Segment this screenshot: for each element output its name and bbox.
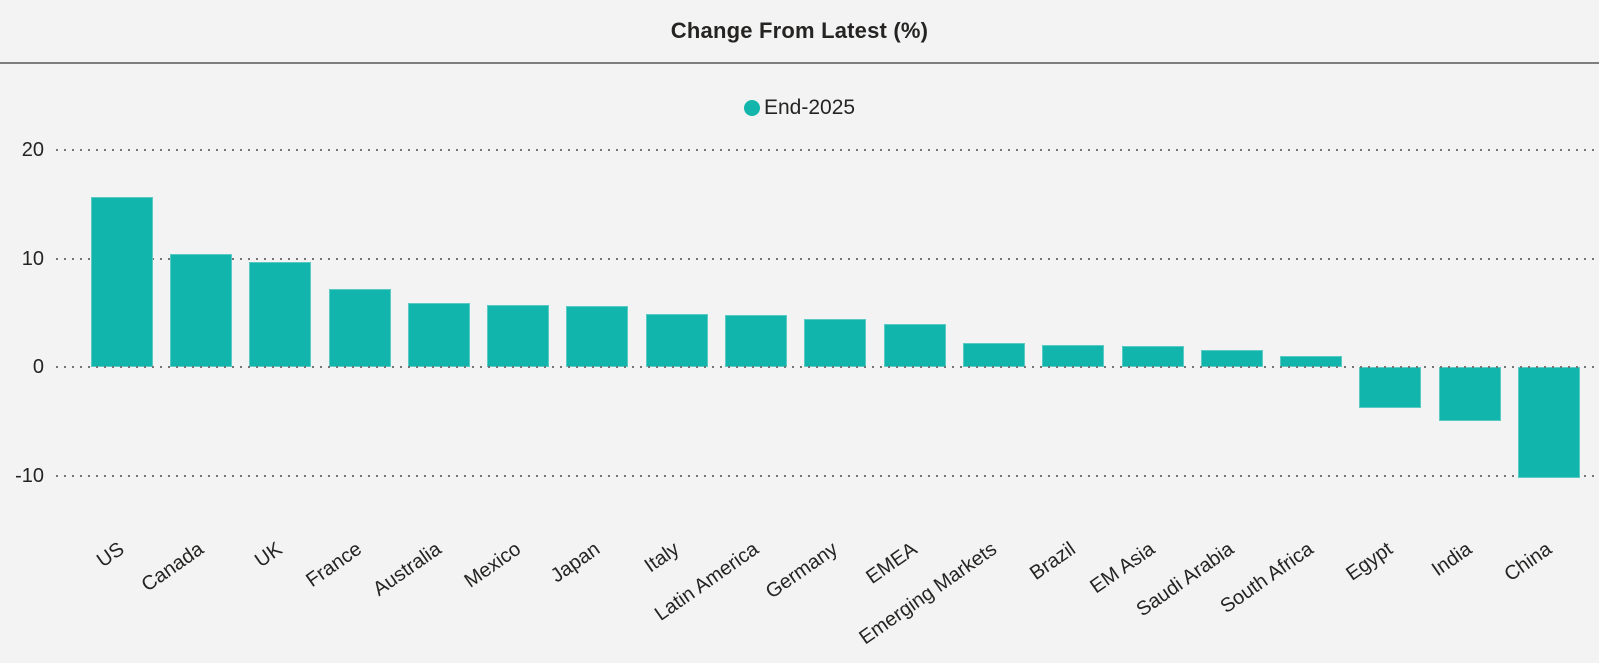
- bar-mexico[interactable]: [487, 305, 550, 367]
- gridline-10: [56, 257, 1595, 260]
- legend-label: End-2025: [764, 96, 856, 119]
- x-axis-label-uk: UK: [251, 538, 287, 572]
- bar-india[interactable]: [1438, 367, 1501, 422]
- gridline--10: [56, 474, 1595, 477]
- bar-uk[interactable]: [249, 261, 312, 367]
- bar-emea[interactable]: [883, 323, 946, 367]
- bar-saudi-arabia[interactable]: [1200, 349, 1263, 367]
- x-axis-label-germany: Germany: [761, 538, 842, 604]
- bar-france[interactable]: [328, 288, 391, 367]
- x-axis-label-emerging-markets: Emerging Markets: [855, 538, 1001, 650]
- y-axis-tick-label-10: 10: [21, 247, 44, 270]
- x-axis-label-us: US: [92, 538, 129, 572]
- x-axis-label-japan: Japan: [546, 538, 605, 588]
- x-axis-label-brazil: Brazil: [1026, 538, 1080, 585]
- gridline-20: [56, 149, 1595, 151]
- y-axis-tick-label-20: 20: [21, 139, 44, 161]
- legend-marker-circle-icon: [744, 100, 760, 116]
- x-axis-label-egypt: Egypt: [1342, 538, 1398, 586]
- x-axis-label-mexico: Mexico: [460, 538, 525, 593]
- bar-germany[interactable]: [804, 319, 867, 367]
- x-axis-label-australia: Australia: [369, 538, 446, 601]
- x-axis-label-italy: Italy: [640, 538, 684, 578]
- x-axis-label-china: China: [1500, 538, 1556, 586]
- y-axis-tick-label-0: 0: [32, 356, 44, 378]
- x-axis-label-canada: Canada: [137, 538, 208, 597]
- chart-header: Change From Latest (%): [0, 0, 1599, 64]
- bar-australia[interactable]: [407, 302, 470, 367]
- x-axis-label-em-asia: EM Asia: [1086, 538, 1160, 599]
- bar-em-asia[interactable]: [1121, 346, 1184, 367]
- bar-south-africa[interactable]: [1280, 356, 1343, 367]
- zero-axis-line: [56, 366, 1595, 368]
- bar-us[interactable]: [90, 196, 153, 367]
- y-axis-tick-label--10: -10: [15, 464, 44, 487]
- bar-latin-america[interactable]: [725, 314, 788, 367]
- bar-china[interactable]: [1518, 367, 1581, 478]
- bar-egypt[interactable]: [1359, 367, 1422, 409]
- x-axis-label-emea: EMEA: [862, 538, 922, 589]
- x-axis-label-france: France: [302, 538, 367, 592]
- bar-canada[interactable]: [169, 254, 232, 367]
- legend-item-end-2025[interactable]: End-2025: [744, 96, 855, 120]
- bar-brazil[interactable]: [1042, 345, 1105, 367]
- chart-title: Change From Latest (%): [670, 18, 929, 43]
- x-axis-label-india: India: [1428, 538, 1477, 581]
- bar-emerging-markets[interactable]: [962, 343, 1025, 367]
- bar-italy[interactable]: [645, 313, 708, 367]
- plot-area: 20 10 0 -10 US Canada UK France Australia Mexico J…: [0, 63, 1599, 663]
- bar-japan[interactable]: [566, 306, 629, 367]
